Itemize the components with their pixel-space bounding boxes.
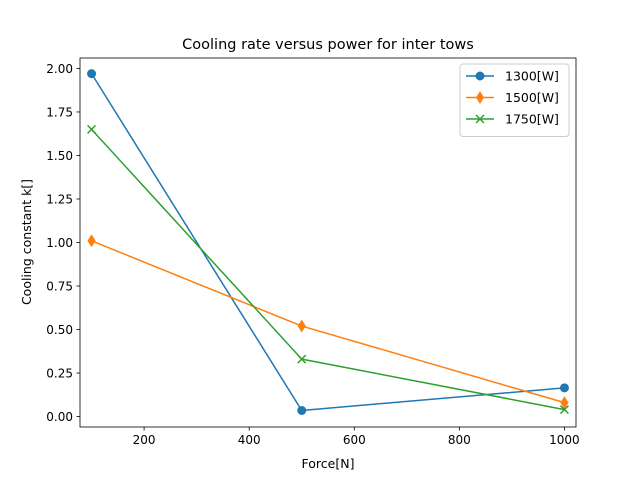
data-point [559,383,569,393]
x-tick-label: 200 [133,433,156,447]
y-axis: 0.00 0.25 0.50 0.75 1.00 1.25 1.50 1.75 2.00 [46,62,80,424]
legend-label: 1500[W] [505,90,559,105]
legend-label: 1300[W] [505,69,559,84]
x-axis: 200 400 600 800 1000 [133,427,580,447]
legend: 1300[W] 1500[W] 1750[W] [459,63,570,137]
legend-marker [475,71,485,81]
y-axis-label: Cooling constant k[] [19,179,34,305]
x-axis-label: Force[N] [302,456,355,471]
series-3 [87,124,569,415]
data-point [87,124,97,134]
y-tick-label: 0.50 [46,323,73,337]
series-line [91,240,565,404]
y-tick-label: 0.75 [46,280,73,294]
data-point [297,354,307,364]
y-tick-label: 0.25 [46,367,73,381]
legend-item: 1750[W] [466,112,559,127]
x-tick-label: 600 [343,433,366,447]
y-tick-label: 1.75 [46,105,73,119]
legend-item: 1500[W] [466,90,559,105]
x-tick-label: 1000 [549,433,580,447]
y-tick-label: 1.00 [46,236,73,250]
data-point [297,405,307,415]
x-tick-label: 800 [448,433,471,447]
x-tick-label: 400 [238,433,261,447]
legend-label: 1750[W] [505,112,559,127]
legend-marker [475,114,485,124]
y-tick-label: 2.00 [46,62,73,76]
data-point [87,69,97,79]
data-point [87,234,96,248]
series-1 [87,69,569,415]
data-point [559,405,569,415]
data-point [560,396,569,410]
y-tick-label: 0.00 [46,410,73,424]
legend-marker [475,91,485,104]
y-tick-label: 1.25 [46,192,73,206]
legend-item: 1300[W] [466,69,559,84]
chart-title: Cooling rate versus power for inter tows [182,37,474,53]
y-tick-label: 1.50 [46,149,73,163]
data-point [297,319,306,333]
series-2 [87,234,569,410]
